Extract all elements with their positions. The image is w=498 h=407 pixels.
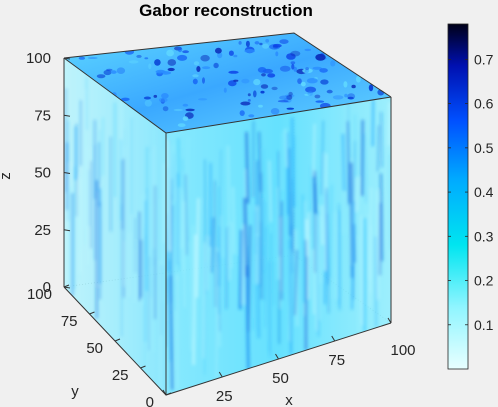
colorbar: 0.1 0.2 0.3 0.4 0.5 0.6 0.7 bbox=[447, 23, 494, 370]
y-tick-mark bbox=[63, 284, 70, 288]
colorbar-tick-label: 0.5 bbox=[474, 140, 494, 156]
chart-title: Gabor reconstruction bbox=[139, 1, 313, 20]
z-tick-label: 75 bbox=[34, 107, 51, 124]
x-tick-mark bbox=[218, 371, 223, 378]
axis-ticks: 025507510002550751000255075100 bbox=[26, 50, 416, 407]
colorbar-ticks: 0.1 0.2 0.3 0.4 0.5 0.6 0.7 bbox=[448, 51, 494, 333]
y-tick-mark bbox=[165, 392, 172, 396]
z-axis-label: z bbox=[0, 172, 14, 180]
volume-left-face bbox=[64, 58, 166, 395]
y-axis-label: y bbox=[71, 383, 79, 400]
z-tick-mark bbox=[63, 229, 71, 232]
colorbar-ramp bbox=[447, 23, 469, 370]
y-tick-label: 25 bbox=[112, 367, 129, 384]
colorbar-tick-label: 0.6 bbox=[474, 96, 494, 112]
y-tick-label: 75 bbox=[61, 313, 78, 330]
x-tick-label: 25 bbox=[216, 388, 233, 405]
z-tick-label: 25 bbox=[34, 222, 51, 239]
z-tick-label: 0 bbox=[43, 279, 51, 296]
x-tick-label: 50 bbox=[272, 370, 289, 387]
x-tick-mark bbox=[331, 335, 336, 342]
colorbar-tick-label: 0.2 bbox=[474, 273, 494, 289]
z-tick-label: 50 bbox=[34, 165, 51, 182]
x-tick-mark bbox=[162, 389, 167, 396]
z-tick-mark bbox=[63, 57, 71, 60]
y-tick-mark bbox=[140, 365, 146, 369]
y-tick-mark bbox=[114, 338, 121, 342]
colorbar-tick-label: 0.4 bbox=[474, 184, 494, 200]
z-tick-mark bbox=[63, 114, 71, 117]
y-tick-label: 50 bbox=[86, 340, 103, 357]
z-tick-label: 100 bbox=[26, 50, 51, 67]
colorbar-tick-label: 0.1 bbox=[474, 317, 494, 333]
colorbar-tick-label: 0.3 bbox=[474, 228, 494, 244]
x-tick-mark bbox=[275, 353, 279, 360]
y-tick-label: 0 bbox=[146, 394, 154, 407]
x-axis-label: x bbox=[285, 392, 293, 407]
volume-render bbox=[64, 33, 391, 395]
x-tick-label: 100 bbox=[390, 342, 415, 359]
y-tick-label: 100 bbox=[27, 286, 52, 303]
y-tick-mark bbox=[89, 311, 95, 315]
x-tick-label: 75 bbox=[328, 352, 345, 369]
colorbar-tick-label: 0.7 bbox=[474, 51, 494, 67]
x-tick-mark bbox=[387, 317, 392, 324]
z-tick-mark bbox=[63, 172, 71, 174]
z-tick-mark bbox=[63, 286, 71, 289]
